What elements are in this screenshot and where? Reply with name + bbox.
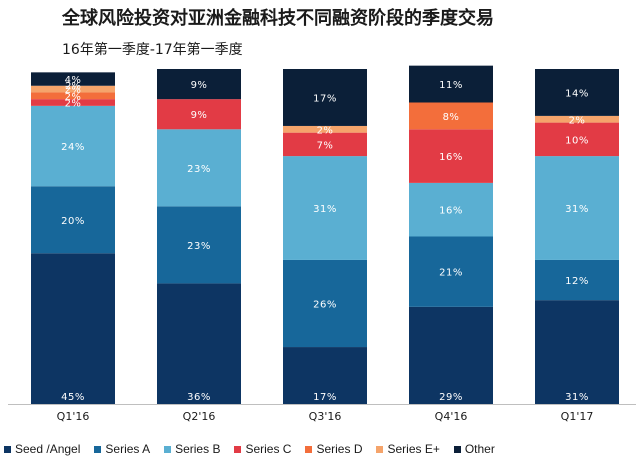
bar-seed-1 [157, 283, 241, 404]
bar-series-c-0 [31, 99, 115, 106]
data-label-series-b-3: 16% [439, 206, 463, 217]
bar-other-2 [283, 69, 367, 126]
bar-series-c-3 [409, 129, 493, 183]
bar-series-c-4 [535, 122, 619, 157]
legend-item-series-a: Series A [94, 442, 150, 456]
legend-swatch-seed [4, 445, 11, 453]
bar-series-e-plus-4 [535, 115, 619, 123]
bar-other-3 [409, 65, 493, 103]
legend-item-other: Other [453, 442, 495, 456]
data-label-seed-0: 45% [61, 392, 85, 403]
bar-series-a-4 [535, 259, 619, 301]
data-label-other-0: 4% [65, 75, 82, 86]
bar-series-c-2 [283, 132, 367, 157]
legend-item-series-c: Series C [234, 442, 291, 456]
legend-swatch-series-e-plus [376, 445, 384, 453]
bar-series-d-0 [31, 92, 115, 100]
data-label-other-4: 14% [565, 88, 589, 99]
legend-item-series-b: Series B [164, 442, 220, 456]
legend-swatch-series-a [94, 445, 102, 453]
bar-series-e-plus-0 [31, 85, 115, 93]
data-label-other-3: 11% [439, 80, 463, 91]
legend-label-series-a: Series A [105, 442, 151, 456]
x-tick-label-0: Q1'16 [57, 410, 90, 423]
legend-label-series-b: Series B [175, 442, 221, 456]
data-label-series-c-3: 16% [439, 152, 463, 163]
data-label-series-d-3: 8% [443, 112, 460, 123]
legend-swatch-series-c [234, 445, 242, 453]
bar-other-0 [31, 72, 115, 86]
data-label-extra-0: 2% [65, 81, 81, 92]
data-label-seed-1: 36% [187, 392, 211, 403]
bar-series-a-3 [409, 236, 493, 307]
legend-label-series-c: Series C [245, 442, 292, 456]
data-label-series-a-4: 12% [565, 276, 589, 287]
legend-label-series-e-plus: Series E+ [387, 442, 440, 456]
chart-title: 全球风险投资对亚洲金融科技不同融资阶段的季度交易 [62, 8, 494, 29]
bar-series-b-3 [409, 182, 493, 237]
bar-series-c-1 [157, 99, 241, 130]
x-tick-label-1: Q2'16 [183, 410, 216, 423]
data-label-series-c-4: 10% [565, 135, 589, 146]
bar-seed-4 [535, 300, 619, 404]
data-label-seed-2: 17% [313, 392, 337, 403]
data-label-series-c-0: 2% [65, 99, 82, 110]
data-label-series-b-1: 23% [187, 164, 211, 175]
bar-seed-0 [31, 253, 115, 404]
chart-subtitle: 16年第一季度-17年第一季度 [62, 42, 243, 58]
bar-series-b-2 [283, 156, 367, 260]
legend-swatch-series-b [164, 445, 172, 453]
legend-label-seed: Seed /Angel [15, 442, 81, 456]
data-label-series-e-plus-4: 2% [569, 115, 586, 126]
bar-seed-3 [409, 306, 493, 404]
x-tick-label-4: Q1'17 [561, 410, 594, 423]
legend-item-series-e-plus: Series E+ [376, 442, 440, 456]
bar-series-b-1 [157, 129, 241, 207]
chart-legend: Seed /Angel Series A Series B Series C S… [4, 441, 640, 457]
data-label-series-c-2: 7% [317, 140, 334, 151]
bar-series-a-1 [157, 206, 241, 284]
bar-series-a-0 [31, 186, 115, 254]
x-tick-label-2: Q3'16 [309, 410, 342, 423]
stacked-bar-chart: 45%20%24%2%2%2%4%Q1'1636%23%23%9%9%Q2'16… [8, 65, 636, 423]
x-tick-label-3: Q4'16 [435, 410, 468, 423]
bar-series-d-3 [409, 102, 493, 130]
data-label-series-b-4: 31% [565, 204, 589, 215]
data-label-series-e-plus-0: 2% [65, 85, 82, 96]
legend-label-other: Other [464, 442, 495, 456]
data-label-series-e-plus-2: 2% [317, 125, 334, 136]
data-label-series-c-1: 9% [191, 110, 208, 121]
data-label-series-a-1: 23% [187, 241, 211, 252]
data-label-series-d-0: 2% [65, 92, 82, 103]
legend-item-series-d: Series D [305, 442, 362, 456]
data-label-series-a-2: 26% [313, 300, 337, 311]
data-label-seed-3: 29% [439, 392, 463, 403]
data-label-series-a-0: 20% [61, 216, 85, 227]
bar-series-a-2 [283, 259, 367, 348]
bar-series-b-0 [31, 105, 115, 187]
bar-series-b-4 [535, 156, 619, 260]
data-label-seed-4: 31% [565, 392, 589, 403]
legend-swatch-other [453, 445, 461, 453]
bar-seed-2 [283, 347, 367, 404]
legend-item-seed: Seed /Angel [4, 442, 80, 456]
data-label-other-2: 17% [313, 93, 337, 104]
data-label-series-a-3: 21% [439, 268, 463, 279]
data-label-series-b-0: 24% [61, 142, 85, 153]
data-label-series-b-2: 31% [313, 204, 337, 215]
bar-series-e-plus-2 [283, 125, 367, 133]
data-label-other-1: 9% [191, 80, 208, 91]
legend-swatch-series-d [305, 445, 313, 453]
legend-label-series-d: Series D [316, 442, 363, 456]
bar-other-4 [535, 69, 619, 116]
bar-other-1 [157, 69, 241, 100]
